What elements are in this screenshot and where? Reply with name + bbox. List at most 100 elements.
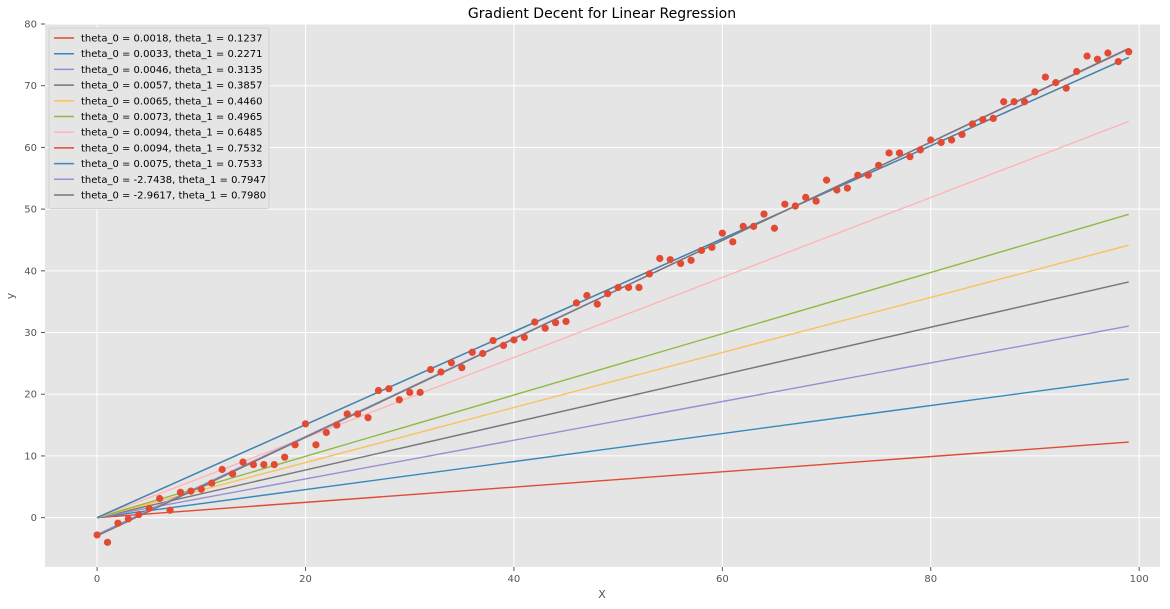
data-point (583, 291, 591, 300)
data-point (562, 317, 570, 326)
legend: theta_0 = 0.0018, theta_1 = 0.1237 theta_… (48, 27, 270, 210)
series-line-11 (96, 47, 1130, 537)
y-tick-label: 30 (24, 328, 37, 339)
data-point (270, 460, 278, 469)
data-point (124, 515, 132, 523)
data-point (458, 364, 466, 372)
data-point (499, 341, 508, 350)
data-point (447, 359, 456, 367)
data-point (791, 202, 799, 210)
y-axis-label: y (4, 292, 17, 299)
data-point (343, 410, 351, 418)
data-point (239, 458, 247, 466)
data-point (895, 149, 904, 157)
data-point (437, 368, 445, 376)
series-line-5 (96, 244, 1129, 519)
data-point (604, 290, 612, 298)
data-point (718, 229, 726, 237)
data-point (968, 120, 977, 128)
data-point (1104, 49, 1112, 57)
x-tick-label: 80 (924, 574, 937, 585)
grid (45, 23, 1160, 567)
legend-label: theta_0 = -2.9617, theta_1 = 0.7980 (81, 191, 266, 202)
data-point (843, 184, 851, 192)
data-point (176, 488, 185, 496)
data-point (103, 538, 112, 546)
data-point (145, 504, 153, 512)
data-point (541, 324, 549, 332)
data-point (572, 299, 581, 307)
data-point (1031, 88, 1039, 96)
y-tick-label: 10 (24, 451, 37, 462)
data-point (864, 171, 872, 179)
data-point (885, 149, 893, 157)
data-point (593, 300, 601, 308)
data-point (249, 460, 258, 469)
data-point (333, 421, 341, 429)
y-tick-label: 80 (24, 20, 37, 31)
data-point (947, 136, 956, 144)
y-tick-label: 70 (24, 81, 37, 92)
data-point (645, 270, 653, 278)
data-point (385, 385, 393, 393)
data-point (197, 485, 205, 493)
data-point (364, 414, 372, 422)
data-point (802, 193, 810, 201)
data-point (218, 465, 226, 474)
legend-label: theta_0 = 0.0094, theta_1 = 0.7532 (81, 143, 262, 154)
data-point (687, 256, 695, 264)
data-point (708, 243, 716, 251)
data-point (1041, 73, 1049, 81)
data-point (927, 136, 935, 144)
data-point (1073, 67, 1081, 76)
legend-label: theta_0 = 0.0065, theta_1 = 0.4460 (81, 96, 262, 107)
y-axis: 0 10 20 30 40 50 60 70 80 (24, 20, 45, 524)
data-point (937, 138, 945, 147)
data-point (187, 487, 195, 495)
y-tick-label: 60 (24, 143, 37, 154)
y-tick-label: 50 (24, 205, 37, 216)
data-point (228, 470, 237, 478)
data-point (770, 224, 779, 232)
data-point (958, 130, 966, 139)
x-tick-label: 20 (299, 574, 312, 585)
series-line-6 (96, 213, 1129, 519)
data-point (822, 176, 831, 184)
data-point (301, 420, 310, 428)
data-point (520, 333, 528, 342)
data-point (468, 348, 476, 356)
data-point (1010, 98, 1018, 106)
data-point (354, 410, 362, 418)
data-point (426, 365, 435, 374)
data-point (906, 153, 914, 161)
data-point (697, 246, 706, 255)
data-point (812, 197, 820, 205)
x-axis-label: X (598, 588, 606, 601)
data-point (1093, 55, 1102, 63)
data-point (916, 146, 924, 154)
y-tick-label: 40 (24, 266, 37, 277)
data-point (489, 336, 497, 345)
line-series-group (96, 47, 1130, 537)
y-tick-label: 20 (24, 390, 37, 401)
data-point (395, 396, 403, 404)
legend-label: theta_0 = 0.0018, theta_1 = 0.1237 (81, 34, 262, 45)
data-point (875, 161, 883, 169)
legend-label: theta_0 = 0.0075, theta_1 = 0.7533 (81, 159, 262, 170)
series-line-9 (96, 56, 1130, 519)
x-tick-label: 40 (508, 574, 521, 585)
data-point (854, 171, 862, 179)
series-line-7 (96, 120, 1129, 519)
data-point (749, 222, 758, 230)
data-point (760, 210, 768, 218)
data-point (739, 222, 747, 230)
legend-label: theta_0 = 0.0057, theta_1 = 0.3857 (81, 81, 262, 92)
data-point (624, 283, 633, 292)
data-point (416, 388, 424, 396)
x-axis: 0 20 40 60 80 100 (94, 567, 1149, 585)
y-tick-label: 0 (31, 513, 37, 524)
data-point (656, 254, 664, 263)
x-tick-label: 100 (1130, 574, 1149, 585)
data-point (114, 519, 122, 527)
